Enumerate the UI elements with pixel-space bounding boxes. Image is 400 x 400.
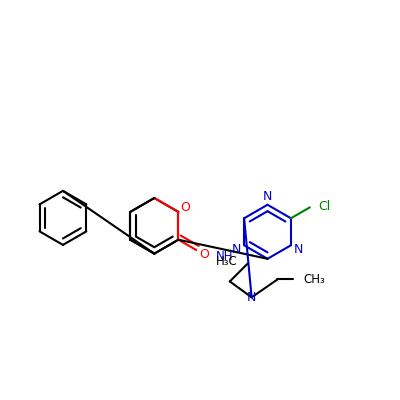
Text: CH₃: CH₃ — [303, 273, 325, 286]
Text: N: N — [294, 243, 303, 256]
Text: O: O — [199, 248, 209, 261]
Text: O: O — [180, 202, 190, 214]
Text: N: N — [247, 291, 256, 304]
Text: N: N — [232, 243, 241, 256]
Text: N: N — [263, 190, 272, 202]
Text: Cl: Cl — [318, 200, 330, 213]
Text: H₃C: H₃C — [216, 255, 238, 268]
Text: NH: NH — [216, 250, 234, 263]
